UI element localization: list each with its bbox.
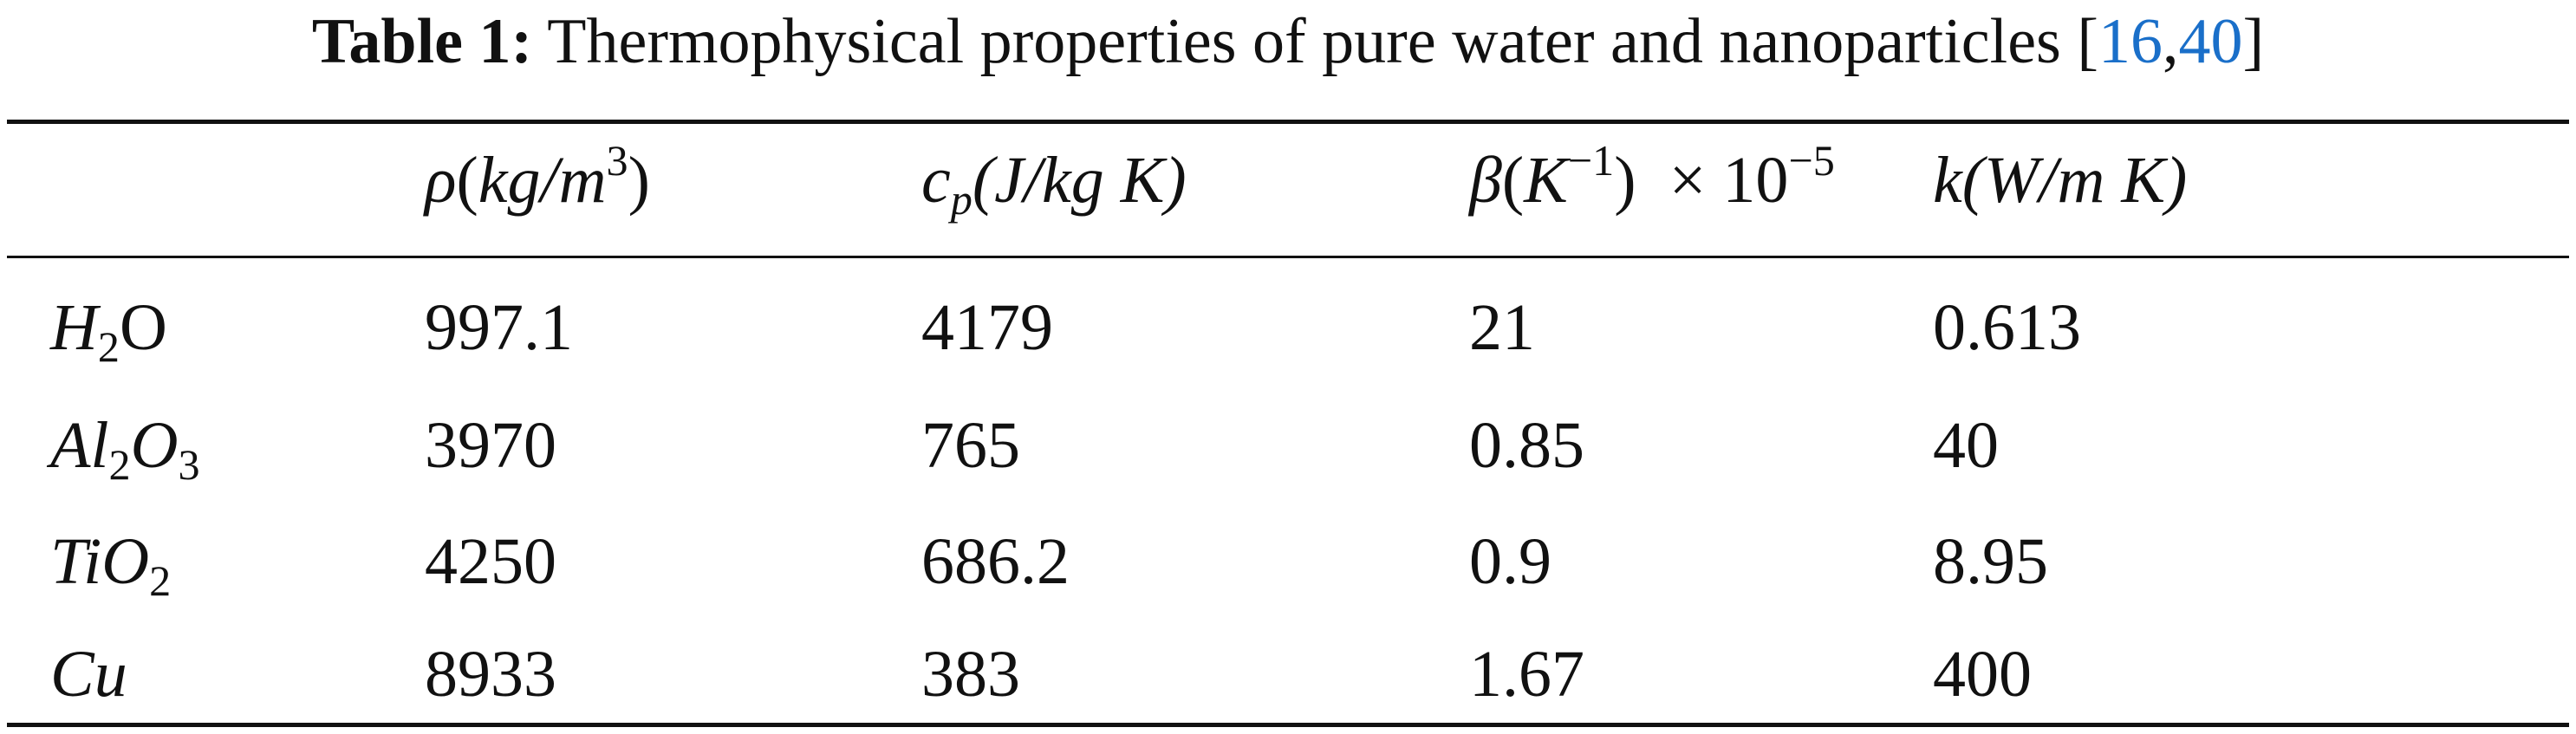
cell-density: 4250: [425, 525, 556, 598]
citation-link-40[interactable]: 40: [2178, 6, 2243, 77]
cell-density: 8933: [425, 638, 556, 711]
cell-substance: TiO2: [50, 525, 172, 606]
caption-close-bracket: ]: [2242, 6, 2265, 77]
table-bottom-rule: [7, 723, 2569, 727]
citation-separator: ,: [2163, 6, 2179, 77]
cell-thermal-expansion: 1.67: [1469, 638, 1584, 711]
cell-substance: Cu: [50, 638, 127, 711]
table-header-rule: [7, 256, 2569, 258]
cell-heat-capacity: 765: [921, 409, 1020, 482]
cell-thermal-expansion: 21: [1469, 291, 1535, 364]
cell-thermal-expansion: 0.85: [1469, 409, 1584, 482]
header-thermal-expansion: β(K−1) × 10−5: [1469, 135, 1835, 217]
citation-link-16[interactable]: 16: [2098, 6, 2163, 77]
table-top-rule: [7, 120, 2569, 124]
cell-density: 3970: [425, 409, 556, 482]
cell-thermal-conductivity: 400: [1933, 638, 2032, 711]
header-heat-capacity: cp(J/kg K): [921, 144, 1187, 224]
cell-heat-capacity: 383: [921, 638, 1020, 711]
table-caption: Table 1: Thermophysical properties of pu…: [0, 0, 2576, 83]
header-density: ρ(kg/m3): [425, 135, 650, 217]
cell-thermal-conductivity: 40: [1933, 409, 1999, 482]
cell-thermal-conductivity: 0.613: [1933, 291, 2081, 364]
cell-thermal-expansion: 0.9: [1469, 525, 1551, 598]
cell-heat-capacity: 686.2: [921, 525, 1070, 598]
header-thermal-conductivity: k(W/m K): [1933, 144, 2188, 217]
cell-density: 997.1: [425, 291, 573, 364]
cell-heat-capacity: 4179: [921, 291, 1053, 364]
cell-substance: H2O: [50, 291, 167, 372]
caption-text: Thermophysical properties of pure water …: [547, 6, 2098, 77]
cell-thermal-conductivity: 8.95: [1933, 525, 2048, 598]
cell-substance: Al2O3: [50, 409, 200, 490]
caption-label: Table 1:: [311, 6, 533, 77]
